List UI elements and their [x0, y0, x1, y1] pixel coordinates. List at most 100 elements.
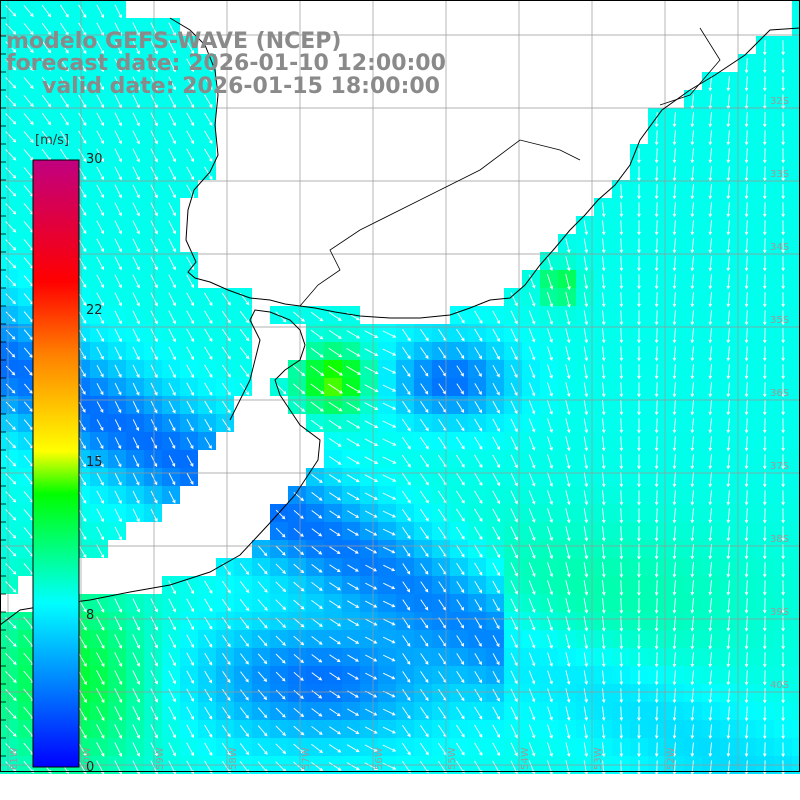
- wind-arrow: [781, 742, 785, 758]
- wind-arrow: [456, 581, 465, 594]
- wind-arrow: [420, 599, 429, 611]
- wind-arrow: [708, 526, 713, 542]
- wind-arrow: [762, 652, 767, 668]
- lon-label-60W: 60W: [82, 747, 93, 770]
- wind-arrow: [619, 382, 624, 398]
- wind-arrow: [292, 383, 306, 395]
- wind-arrow: [474, 401, 482, 414]
- wind-arrow: [364, 762, 379, 770]
- wind-arrow: [402, 436, 411, 450]
- wind-arrow: [293, 635, 305, 646]
- wind-arrow: [583, 256, 589, 272]
- wind-arrow: [78, 238, 87, 253]
- wind-arrow: [744, 652, 749, 668]
- wind-arrow: [601, 508, 606, 524]
- wind-arrow: [726, 616, 731, 632]
- wind-arrow: [654, 580, 659, 596]
- wind-arrow: [364, 744, 378, 752]
- wind-arrow: [168, 419, 176, 432]
- wind-arrow: [132, 22, 140, 37]
- wind-arrow: [565, 652, 571, 668]
- wind-arrow: [78, 401, 86, 413]
- wind-arrow: [114, 346, 122, 361]
- wind-arrow: [672, 652, 677, 668]
- wind-arrow: [311, 761, 324, 772]
- wind-arrow: [456, 508, 465, 522]
- wind-speed-cell: [792, 36, 800, 54]
- wind-arrow: [5, 95, 17, 107]
- wind-arrow: [186, 580, 195, 595]
- wind-arrow: [5, 527, 17, 539]
- wind-arrow: [222, 364, 231, 378]
- wind-arrow: [5, 401, 16, 412]
- wind-arrow: [78, 202, 87, 217]
- wind-arrow: [168, 437, 176, 450]
- wind-arrow: [781, 436, 785, 452]
- wind-arrow: [402, 346, 411, 360]
- wind-arrow: [744, 418, 749, 434]
- coastline-north: [169, 0, 800, 319]
- wind-arrow: [186, 724, 194, 739]
- wind-arrow: [781, 418, 785, 434]
- wind-arrow: [456, 544, 465, 558]
- wind-arrow: [114, 256, 122, 271]
- wind-arrow: [726, 310, 731, 326]
- wind-arrow: [547, 742, 553, 757]
- wind-arrow: [637, 400, 641, 416]
- wind-arrow: [96, 346, 104, 360]
- wind-arrow: [5, 131, 17, 143]
- wind-arrow: [168, 256, 176, 271]
- wind-arrow: [346, 618, 360, 626]
- wind-arrow: [114, 148, 122, 163]
- wind-arrow: [601, 616, 606, 632]
- wind-arrow: [310, 329, 324, 340]
- lon-label-52W: 52W: [666, 747, 677, 770]
- wind-arrow: [347, 600, 360, 608]
- wind-arrow: [654, 688, 659, 704]
- wind-arrow: [96, 634, 105, 650]
- wind-arrow: [383, 564, 396, 572]
- wind-arrow: [583, 400, 589, 416]
- wind-arrow: [565, 273, 571, 291]
- wind-arrow: [114, 598, 123, 613]
- wind-arrow: [41, 4, 52, 18]
- wind-arrow: [762, 220, 767, 236]
- wind-arrow: [96, 202, 104, 217]
- lat-lon-grid: [0, 0, 800, 772]
- wind-arrow: [726, 364, 731, 380]
- wind-arrow: [23, 77, 34, 90]
- wind-arrow: [168, 742, 176, 757]
- wind-arrow: [275, 707, 286, 718]
- wind-arrow: [96, 508, 104, 523]
- wind-arrow: [96, 544, 105, 559]
- wind-arrow: [114, 670, 123, 686]
- wind-arrow: [311, 473, 323, 483]
- wind-arrow: [547, 472, 553, 487]
- wind-arrow: [328, 438, 342, 447]
- wind-arrow: [510, 580, 518, 595]
- wind-arrow: [311, 708, 323, 717]
- wind-arrow: [257, 671, 268, 682]
- wind-arrow: [420, 401, 429, 413]
- wind-arrow: [186, 652, 194, 667]
- wind-arrow: [96, 706, 105, 722]
- wind-arrow: [708, 634, 713, 650]
- wind-arrow: [364, 438, 379, 446]
- wind-arrow: [41, 112, 52, 126]
- wind-arrow: [132, 742, 140, 757]
- wind-arrow: [257, 635, 268, 647]
- wind-arrow: [402, 635, 411, 647]
- wind-arrow: [346, 365, 362, 375]
- wind-arrow: [601, 454, 606, 470]
- wind-arrow: [601, 670, 606, 686]
- wind-arrow: [168, 148, 176, 163]
- wind-arrow: [311, 546, 323, 555]
- wind-arrow: [78, 346, 86, 360]
- wind-arrow: [781, 94, 785, 110]
- wind-arrow: [762, 148, 767, 164]
- wind-speed-cell: [792, 612, 800, 630]
- wind-arrow: [239, 310, 250, 324]
- wind-arrow: [565, 490, 571, 506]
- wind-arrow: [781, 616, 785, 632]
- wind-arrow: [726, 688, 731, 704]
